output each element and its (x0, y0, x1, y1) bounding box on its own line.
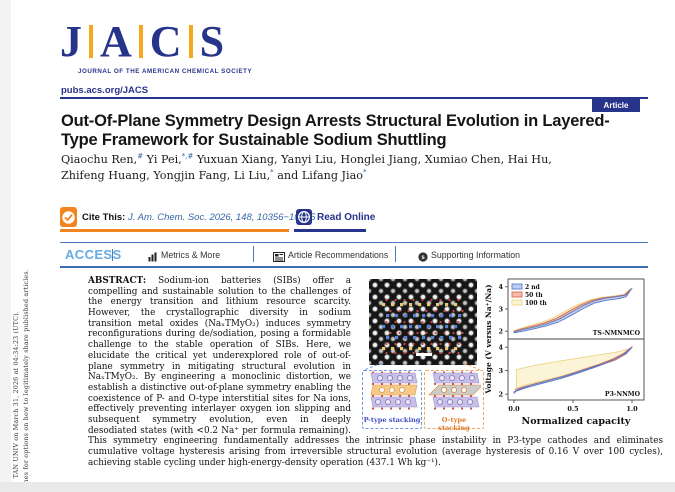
abstract-text: Sodium-ion batteries (SIBs) offer a comp… (88, 276, 663, 468)
svg-text:0.0: 0.0 (508, 405, 520, 413)
svg-text:Voltage (V versus Na⁺/Na): Voltage (V versus Na⁺/Na) (484, 284, 493, 394)
article-recommendations-link[interactable]: Article Recommendations (288, 250, 389, 260)
svg-text:1.0: 1.0 (626, 405, 638, 413)
logo-gold-bar (188, 25, 193, 58)
cite-check-icon (60, 207, 77, 227)
svg-text:3: 3 (498, 305, 503, 313)
svg-text:P3-NNMO: P3-NNMO (605, 391, 641, 398)
o-type-stacking-panel: O-type stacking (424, 370, 484, 432)
cite-underline (60, 229, 289, 232)
cite-this-label: Cite This: (82, 212, 126, 223)
logo-gold-bar (89, 25, 93, 58)
metrics-icon (148, 249, 158, 267)
divider (112, 249, 114, 261)
logo-subtitle: JOURNAL OF THE AMERICAN CHEMICAL SOCIETY (78, 68, 253, 75)
supporting-information-link[interactable]: Supporting Information (431, 250, 520, 260)
p-type-stacking-panel: P-type stacking (362, 370, 422, 429)
journal-url-link[interactable]: pubs.acs.org/JACS (61, 85, 149, 96)
svg-text:50 th: 50 th (525, 292, 543, 299)
divider (395, 246, 397, 262)
o-type-stacking-label: O-type stacking (438, 415, 470, 432)
divider (253, 246, 255, 262)
svg-text:4: 4 (498, 344, 503, 352)
download-notice-line1: TAN UNIV on March 31, 2026 at 04:34:23 (… (13, 310, 20, 478)
svg-text:4: 4 (498, 283, 503, 291)
article-type-badge: Article (592, 99, 640, 112)
logo-letter-j: J (60, 17, 82, 66)
page-edge-bottom (0, 482, 675, 492)
svg-text:100 th: 100 th (525, 300, 547, 307)
p-type-stacking-label: P-type stacking (363, 415, 421, 424)
svg-text:0.5: 0.5 (567, 405, 579, 413)
author-line-2: Zhifeng Huang, Yongjin Fang, Li Liu,* an… (61, 168, 367, 182)
svg-text:TS-NMNMCO: TS-NMNMCO (593, 330, 641, 337)
svg-text:2: 2 (498, 390, 503, 398)
download-notice-line2: lines for options on how to legitimately… (23, 269, 30, 488)
svg-text:Normalized capacity: Normalized capacity (522, 416, 631, 427)
abstract: P-type stacking O-type stacking 2 3 4 TS-NM… (88, 276, 663, 468)
voltage-capacity-chart: 2 3 4 TS-NMNMCO 2 3 4 P3-NNMO 0.0 0.5 1.0 Normalize… (484, 278, 645, 427)
header-rule (60, 97, 648, 99)
logo-letter-s: S (199, 17, 225, 66)
access-link[interactable]: ACCESS (65, 247, 122, 262)
page-edge-left (0, 0, 11, 492)
svg-text:2: 2 (498, 328, 503, 336)
read-online-button[interactable]: Read Online (317, 212, 376, 223)
citation-link[interactable]: J. Am. Chem. Soc. 2026, 148, 10356−10365 (128, 212, 316, 223)
author-list: Qiaochu Ren,# Yi Pei,*,# Yuxuan Xiang, Y… (61, 152, 636, 184)
read-online-underline (294, 229, 366, 232)
access-bar: ACCESS Metrics & More Article Recommenda… (60, 242, 648, 268)
svg-text:s: s (421, 255, 425, 261)
page-title: Out-Of-Plane Symmetry Design Arrests Str… (61, 112, 610, 150)
logo-letter-a: A (100, 17, 132, 66)
logo-letter-c: C (149, 17, 182, 66)
read-online-globe-icon[interactable] (296, 209, 312, 225)
svg-text:2 nd: 2 nd (525, 284, 541, 291)
jacs-logo: J A C S (60, 20, 224, 64)
author-line-1: Qiaochu Ren,# Yi Pei,*,# Yuxuan Xiang, Y… (61, 152, 552, 166)
graphical-abstract: P-type stacking O-type stacking 2 3 4 TS-NM… (360, 276, 663, 434)
logo-gold-bar (138, 25, 143, 58)
supporting-information-icon: s (418, 249, 428, 267)
article-recommendations-icon (273, 249, 285, 267)
stem-image (369, 279, 477, 365)
svg-text:3: 3 (498, 367, 503, 375)
metrics-link[interactable]: Metrics & More (161, 250, 221, 260)
abstract-label: ABSTRACT: (88, 276, 147, 286)
